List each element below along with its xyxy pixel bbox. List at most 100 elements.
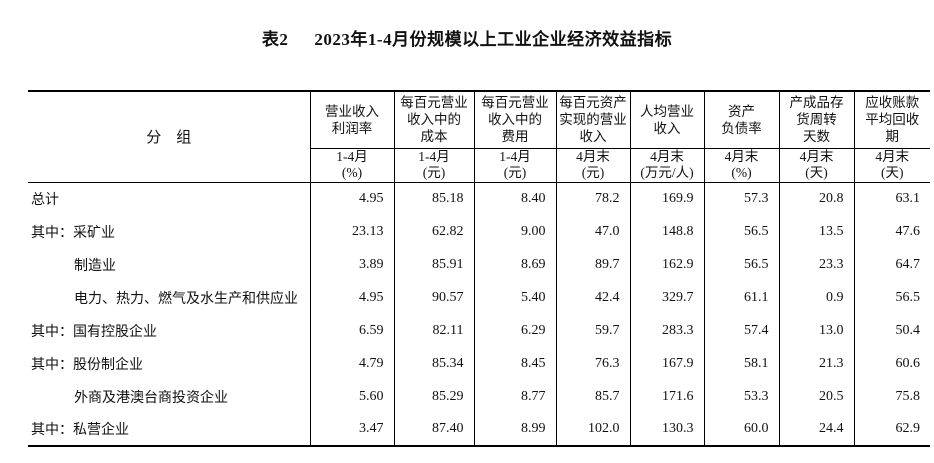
header-row-titles: 分 组 营业收入 利润率 每百元营业 收入中的 成本 每百元营业 收入中的 费用 每百… (28, 91, 930, 183)
column-header-period-unit: 4月末 (天) (778, 148, 854, 183)
value-cell: 47.0 (555, 215, 630, 248)
column-header-period-unit: 4月末 (天) (853, 148, 930, 183)
row-label-prefix: 其中： (31, 324, 73, 340)
row-label: 股份制企业 (73, 357, 143, 373)
value-cell: 59.7 (555, 314, 630, 347)
value-cell: 5.40 (473, 281, 556, 314)
column-header-period-unit: 1-4月 (元) (393, 148, 474, 183)
value-cell: 171.6 (629, 380, 704, 413)
column-unit: (元) (422, 165, 446, 180)
table-row: 制造业 3.89 85.91 8.69 89.7 162.9 56.5 23.3 64.7 (28, 248, 930, 281)
column-unit: (天) (881, 165, 904, 180)
value-cell: 60.6 (853, 347, 930, 380)
row-label: 制造业 (74, 258, 116, 274)
column-unit: (元) (581, 165, 605, 180)
value-cell: 0.9 (778, 281, 854, 314)
table-row: 其中：股份制企业 4.79 85.34 8.45 76.3 167.9 58.1 21.3 60… (28, 347, 930, 380)
table-number: 表2 (261, 30, 289, 49)
value-cell: 13.0 (778, 314, 854, 347)
table-header: 分 组 营业收入 利润率 每百元营业 收入中的 成本 每百元营业 收入中的 费用 每百… (28, 91, 930, 183)
value-cell: 90.57 (393, 281, 474, 314)
value-cell: 23.3 (778, 248, 854, 281)
value-cell: 329.7 (629, 281, 704, 314)
table-row: 总计 4.95 85.18 8.40 78.2 169.9 57.3 20.8 63.1 (28, 182, 930, 215)
column-header-title: 每百元资产 实现的营业 收入 (555, 91, 630, 149)
column-unit: (元) (503, 165, 527, 180)
value-cell: 50.4 (853, 314, 930, 347)
column-header-period-unit: 4月末 (%) (703, 148, 779, 183)
table-title-text: 2023年1-4月份规模以上工业企业经济效益指标 (314, 30, 673, 49)
row-label-cell: 其中：采矿业 (28, 215, 310, 248)
table-row: 其中：国有控股企业 6.59 82.11 6.29 59.7 283.3 57.4 13.0 5… (28, 314, 930, 347)
value-cell: 8.45 (473, 347, 556, 380)
row-label-cell: 外商及港澳台商投资企业 (28, 380, 310, 413)
value-cell: 4.95 (309, 281, 394, 314)
value-cell: 61.1 (703, 281, 779, 314)
table-row: 外商及港澳台商投资企业 5.60 85.29 8.77 85.7 171.6 53.3 20.… (28, 380, 930, 413)
column-period: 4月末 (650, 149, 684, 164)
column-header-period-unit: 1-4月 (%) (309, 148, 394, 183)
column-period: 1-4月 (418, 149, 450, 164)
value-cell: 3.47 (309, 413, 394, 446)
header-row-units: 1-4月 (%) 1-4月 (元) 1-4月 (元) 4月末 (元) 4月末 (万元/人) 4月末(… (28, 148, 930, 183)
value-cell: 62.9 (853, 413, 930, 446)
column-unit: (%) (341, 165, 363, 180)
value-cell: 167.9 (629, 347, 704, 380)
row-label: 私营企业 (73, 423, 129, 438)
value-cell: 89.7 (555, 248, 630, 281)
value-cell: 64.7 (853, 248, 930, 281)
value-cell: 6.29 (473, 314, 556, 347)
value-cell: 20.5 (778, 380, 854, 413)
column-header-period-unit: 1-4月 (元) (473, 148, 556, 183)
column-unit: (%) (731, 165, 752, 180)
row-label: 采矿业 (73, 225, 115, 241)
column-period: 1-4月 (336, 149, 368, 164)
value-cell: 76.3 (555, 347, 630, 380)
column-unit: (天) (805, 165, 828, 180)
value-cell: 4.79 (309, 347, 394, 380)
row-label: 外商及港澳台商投资企业 (74, 390, 228, 406)
value-cell: 57.3 (703, 182, 779, 215)
row-label: 电力、热力、燃气及水生产和供应业 (74, 291, 298, 307)
value-cell: 57.4 (703, 314, 779, 347)
value-cell: 58.1 (703, 347, 779, 380)
value-cell: 9.00 (473, 215, 556, 248)
column-header-title: 资产 负债率 (703, 91, 779, 149)
column-period: 4月末 (576, 149, 610, 164)
column-header-period-unit: 4月末 (元) (555, 148, 630, 183)
value-cell: 56.5 (703, 248, 779, 281)
value-cell: 78.2 (555, 182, 630, 215)
table-row: 其中：采矿业 23.13 62.82 9.00 47.0 148.8 56.5 13.5 47.… (28, 215, 930, 248)
value-cell: 4.95 (309, 182, 394, 215)
indicators-table: 分 组 营业收入 利润率 每百元营业 收入中的 成本 每百元营业 收入中的 费用 每百… (28, 90, 930, 447)
table-row: 其中：私营企业 3.47 87.40 8.99 102.0 130.3 60.0 24.4 62… (28, 413, 930, 446)
column-header-title: 每百元营业 收入中的 成本 (393, 91, 474, 149)
column-period: 4月末 (724, 149, 759, 164)
column-header-title: 人均营业 收入 (629, 91, 704, 149)
value-cell: 75.8 (853, 380, 930, 413)
value-cell: 5.60 (309, 380, 394, 413)
value-cell: 8.40 (473, 182, 556, 215)
value-cell: 169.9 (629, 182, 704, 215)
value-cell: 60.0 (703, 413, 779, 446)
value-cell: 56.5 (703, 215, 779, 248)
table-row: 电力、热力、燃气及水生产和供应业 4.95 90.57 5.40 42.4 329.7 61… (28, 281, 930, 314)
value-cell: 85.18 (393, 182, 474, 215)
row-label-prefix: 其中： (31, 357, 73, 373)
value-cell: 85.7 (555, 380, 630, 413)
row-label-prefix: 其中： (31, 225, 73, 241)
value-cell: 82.11 (393, 314, 474, 347)
column-header-group: 分 组 (28, 91, 310, 183)
value-cell: 8.77 (473, 380, 556, 413)
value-cell: 62.82 (393, 215, 474, 248)
row-label-cell: 其中：国有控股企业 (28, 314, 310, 347)
value-cell: 56.5 (853, 281, 930, 314)
value-cell: 13.5 (778, 215, 854, 248)
row-label-cell: 电力、热力、燃气及水生产和供应业 (28, 281, 310, 314)
value-cell: 102.0 (555, 413, 630, 446)
column-unit: (万元/人) (640, 165, 694, 180)
table-title: 表2 2023年1-4月份规模以上工业企业经济效益指标 (0, 0, 934, 50)
column-period: 1-4月 (499, 149, 531, 164)
row-label-cell: 其中：私营企业 (28, 413, 310, 446)
column-period: 4月末 (799, 149, 834, 164)
